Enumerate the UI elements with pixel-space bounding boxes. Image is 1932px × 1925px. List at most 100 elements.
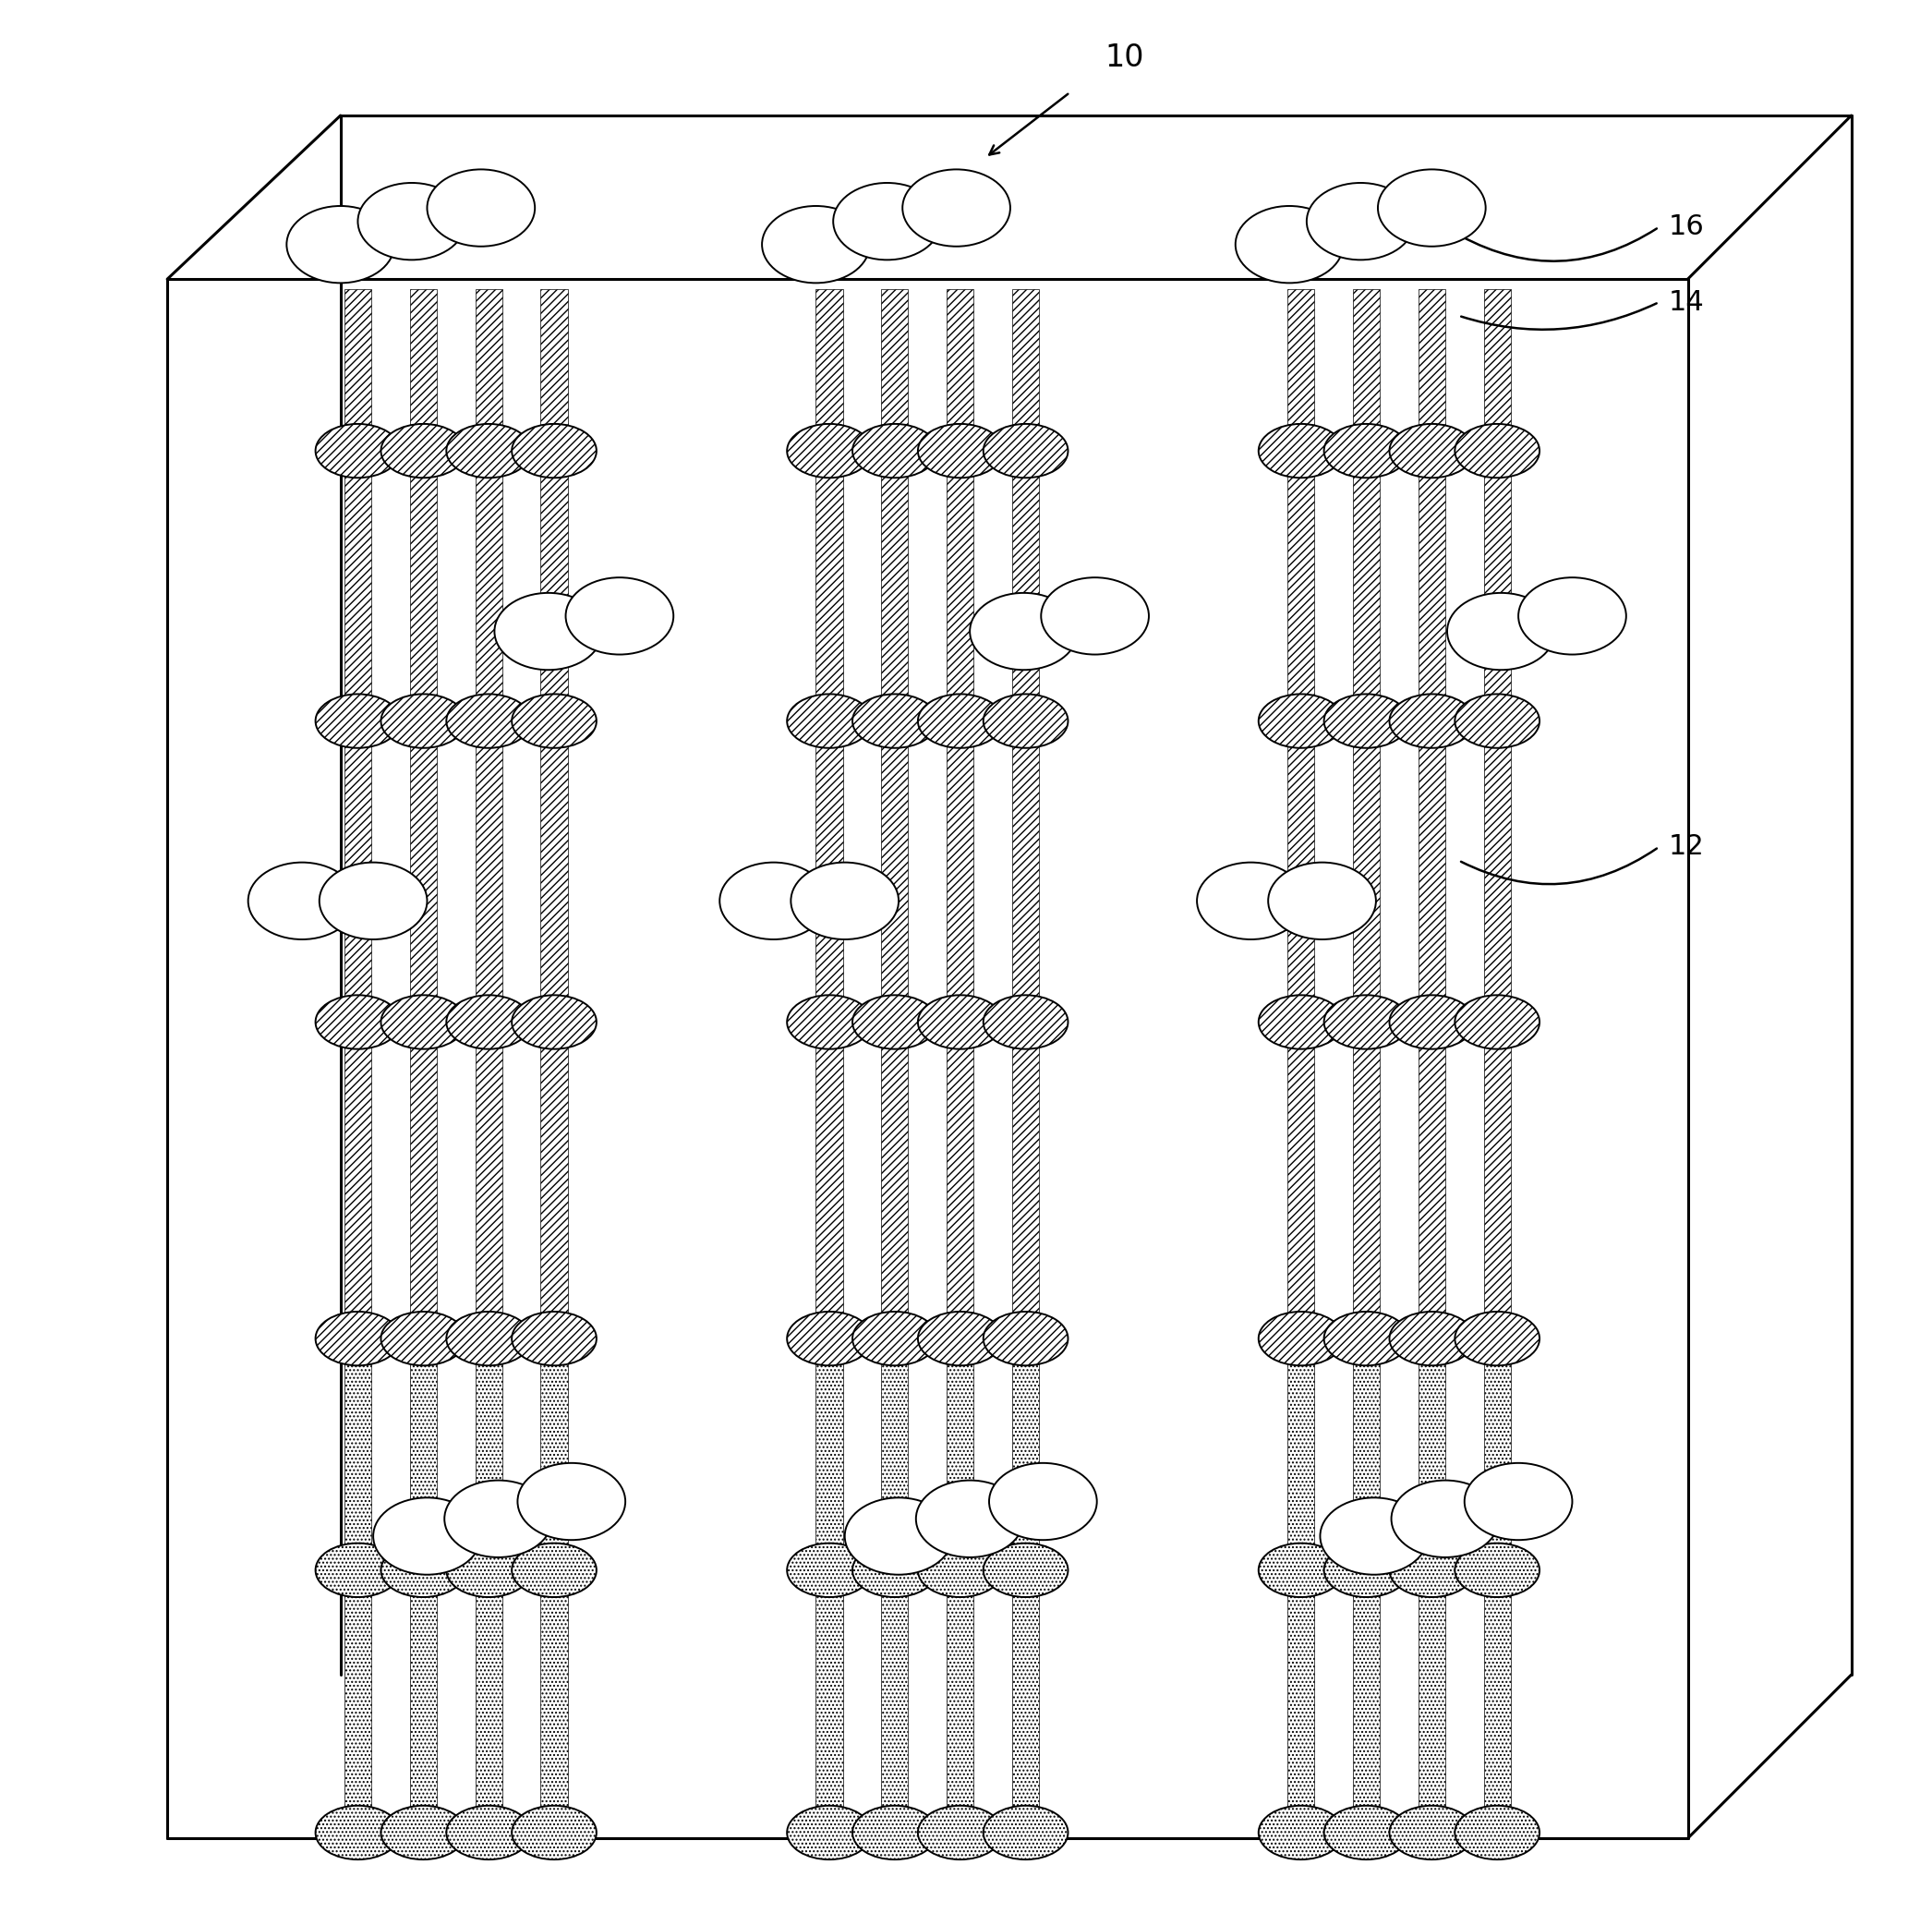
Bar: [1484, 1338, 1511, 1833]
Ellipse shape: [512, 1544, 597, 1598]
Ellipse shape: [1389, 995, 1474, 1049]
Ellipse shape: [446, 1806, 531, 1860]
Bar: [475, 1338, 502, 1833]
Bar: [1352, 1338, 1379, 1833]
Ellipse shape: [512, 995, 597, 1049]
Ellipse shape: [1306, 183, 1414, 260]
Bar: [1418, 289, 1445, 1338]
Ellipse shape: [381, 1311, 466, 1365]
Ellipse shape: [1455, 1311, 1540, 1365]
Ellipse shape: [918, 1311, 1003, 1365]
Ellipse shape: [918, 1806, 1003, 1860]
Ellipse shape: [1258, 1544, 1343, 1598]
Bar: [1352, 289, 1379, 1338]
Ellipse shape: [381, 695, 466, 749]
Ellipse shape: [1455, 1806, 1540, 1860]
Ellipse shape: [373, 1498, 481, 1575]
Bar: [1484, 289, 1511, 1338]
Ellipse shape: [852, 695, 937, 749]
Bar: [1287, 289, 1314, 1338]
Text: 10: 10: [1105, 42, 1144, 73]
Ellipse shape: [786, 995, 871, 1049]
Ellipse shape: [1455, 1544, 1540, 1598]
Ellipse shape: [446, 1544, 531, 1598]
Text: 12: 12: [1669, 834, 1704, 860]
Ellipse shape: [1378, 169, 1486, 246]
Ellipse shape: [1323, 1544, 1408, 1598]
Ellipse shape: [786, 1544, 871, 1598]
Ellipse shape: [1391, 1480, 1499, 1557]
Ellipse shape: [983, 1806, 1068, 1860]
Ellipse shape: [1323, 1806, 1408, 1860]
Ellipse shape: [833, 183, 941, 260]
Ellipse shape: [983, 1544, 1068, 1598]
Ellipse shape: [1041, 578, 1150, 654]
Ellipse shape: [512, 424, 597, 477]
Bar: [815, 1338, 842, 1833]
Bar: [881, 289, 908, 1338]
Ellipse shape: [444, 1480, 553, 1557]
Ellipse shape: [916, 1480, 1024, 1557]
Bar: [947, 1338, 974, 1833]
Ellipse shape: [446, 995, 531, 1049]
Ellipse shape: [315, 1311, 400, 1365]
Ellipse shape: [1198, 862, 1304, 939]
Ellipse shape: [512, 1311, 597, 1365]
Ellipse shape: [1455, 695, 1540, 749]
Ellipse shape: [446, 424, 531, 477]
Text: 14: 14: [1669, 289, 1704, 316]
Ellipse shape: [983, 1311, 1068, 1365]
Ellipse shape: [512, 1806, 597, 1860]
Ellipse shape: [315, 995, 400, 1049]
Bar: [344, 289, 371, 1338]
Ellipse shape: [1389, 1806, 1474, 1860]
Bar: [1418, 1338, 1445, 1833]
Bar: [1287, 1338, 1314, 1833]
Ellipse shape: [446, 1311, 531, 1365]
Ellipse shape: [902, 169, 1010, 246]
Text: 16: 16: [1669, 214, 1704, 241]
Ellipse shape: [1258, 695, 1343, 749]
Ellipse shape: [918, 424, 1003, 477]
Bar: [815, 289, 842, 1338]
Ellipse shape: [1323, 995, 1408, 1049]
Ellipse shape: [319, 862, 427, 939]
Ellipse shape: [852, 1311, 937, 1365]
Ellipse shape: [1267, 862, 1376, 939]
Ellipse shape: [1455, 995, 1540, 1049]
Ellipse shape: [719, 862, 827, 939]
Ellipse shape: [512, 695, 597, 749]
Ellipse shape: [1323, 695, 1408, 749]
Ellipse shape: [983, 424, 1068, 477]
Ellipse shape: [1389, 424, 1474, 477]
Ellipse shape: [852, 1544, 937, 1598]
Bar: [1012, 289, 1039, 1338]
Bar: [541, 1338, 568, 1833]
Ellipse shape: [970, 593, 1078, 670]
Ellipse shape: [1258, 1806, 1343, 1860]
Ellipse shape: [918, 995, 1003, 1049]
Ellipse shape: [427, 169, 535, 246]
Bar: [1012, 1338, 1039, 1833]
Ellipse shape: [786, 1806, 871, 1860]
Ellipse shape: [1447, 593, 1555, 670]
Ellipse shape: [852, 995, 937, 1049]
Bar: [410, 1338, 437, 1833]
Ellipse shape: [381, 995, 466, 1049]
Ellipse shape: [983, 695, 1068, 749]
Ellipse shape: [1389, 695, 1474, 749]
Ellipse shape: [381, 1806, 466, 1860]
Ellipse shape: [844, 1498, 952, 1575]
Bar: [947, 289, 974, 1338]
Ellipse shape: [1323, 424, 1408, 477]
Ellipse shape: [1389, 1311, 1474, 1365]
Ellipse shape: [357, 183, 466, 260]
Ellipse shape: [1323, 1311, 1408, 1365]
Ellipse shape: [1519, 578, 1627, 654]
Ellipse shape: [247, 862, 355, 939]
Ellipse shape: [518, 1463, 626, 1540]
Ellipse shape: [786, 695, 871, 749]
Bar: [410, 289, 437, 1338]
Ellipse shape: [1464, 1463, 1573, 1540]
Ellipse shape: [1455, 424, 1540, 477]
